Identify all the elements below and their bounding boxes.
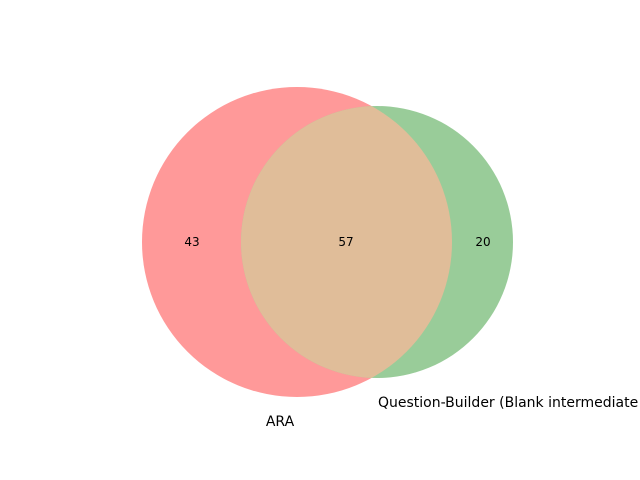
only-a-count: 43 [184,235,199,249]
only-b-count: 20 [475,235,490,249]
set-a-label: ARA [266,414,295,430]
set-b-label: Question-Builder (Blank intermediate ste… [378,395,640,411]
intersection-count: 57 [338,235,353,249]
